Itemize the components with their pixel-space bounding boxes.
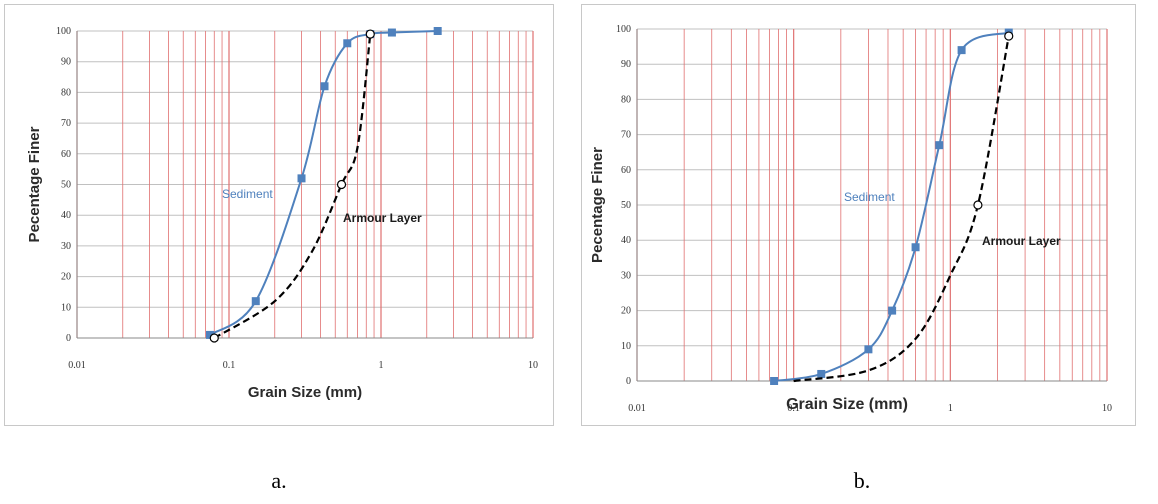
caption-b: b. — [853, 468, 871, 493]
y-tick-label: 40 — [61, 210, 71, 221]
x-tick-label: 10 — [1102, 403, 1112, 414]
y-axis-title: Pecentage Finer — [26, 126, 43, 242]
sediment-point — [206, 330, 215, 339]
y-tick-label: 30 — [621, 270, 631, 281]
chart-b-svg: 0 10 20 30 40 50 60 70 80 90 100 0.01 0.1 1 10 Grain Si… — [589, 24, 1112, 414]
y-tick-label: 50 — [621, 200, 631, 211]
armour-layer-line — [213, 33, 372, 339]
x-axis-title: Grain Size (mm) — [248, 384, 362, 401]
y-axis-title: Pecentage Finer — [589, 147, 606, 263]
sediment-line — [209, 30, 438, 336]
y-tick-label: 100 — [56, 26, 71, 37]
sediment-point — [911, 243, 920, 252]
y-tick-label: 20 — [61, 272, 71, 283]
armour-layer-point — [209, 333, 219, 343]
x-tick-label: 0.1 — [223, 360, 236, 371]
y-tick-label: 100 — [616, 24, 631, 35]
sediment-point — [433, 27, 442, 35]
sediment-series-label: Sediment — [222, 187, 273, 201]
y-tick-label: 90 — [621, 59, 631, 70]
x-tick-label: 0.01 — [68, 360, 86, 371]
y-tick-label: 10 — [621, 341, 631, 352]
y-tick-label: 0 — [626, 376, 631, 387]
armour-layer-point — [973, 200, 983, 210]
x-tick-label: 0.1 — [787, 403, 800, 414]
y-tick-label: 10 — [61, 302, 71, 313]
sediment-point — [251, 297, 260, 306]
armour-layer-point — [1004, 31, 1014, 41]
sediment-line — [773, 31, 1010, 382]
y-tick-label: 30 — [61, 241, 71, 252]
armour-series-label: Armour Layer — [343, 211, 422, 225]
x-tick-label: 10 — [528, 360, 538, 371]
y-tick-label: 70 — [621, 130, 631, 141]
grid — [636, 28, 1108, 382]
armour-series-label: Armour Layer — [982, 234, 1061, 248]
chart-panel-a: 0 10 20 30 40 50 60 70 80 90 100 0.01 0.1 1 10 Grain Si… — [4, 4, 554, 426]
sediment-point — [770, 377, 779, 385]
armour-layer-point — [365, 29, 375, 39]
y-tick-label: 80 — [621, 94, 631, 105]
y-tick-label: 80 — [61, 87, 71, 98]
y-tick-label: 20 — [621, 306, 631, 317]
sediment-point — [297, 174, 306, 183]
y-tick-label: 60 — [61, 149, 71, 160]
chart-a-svg: 0 10 20 30 40 50 60 70 80 90 100 0.01 0.1 1 10 Grain Si… — [26, 26, 538, 401]
y-tick-label: 40 — [621, 235, 631, 246]
y-tick-label: 60 — [621, 165, 631, 176]
grid — [76, 30, 534, 339]
y-tick-label: 70 — [61, 118, 71, 129]
x-tick-label: 1 — [948, 403, 953, 414]
sediment-point — [320, 82, 329, 91]
sediment-point — [957, 46, 966, 55]
sediment-point — [888, 306, 897, 315]
y-tick-label: 50 — [61, 180, 71, 191]
sediment-point — [864, 345, 873, 354]
armour-layer-point — [336, 179, 347, 190]
x-tick-label: 0.01 — [628, 403, 646, 414]
y-tick-label: 90 — [61, 57, 71, 68]
sediment-point — [343, 39, 352, 48]
sediment-point — [817, 369, 826, 378]
caption-a: a. — [271, 468, 287, 493]
armour-layer-line — [793, 35, 1010, 383]
chart-panel-b: 0 10 20 30 40 50 60 70 80 90 100 0.01 0.1 1 10 Grain Si… — [581, 4, 1136, 426]
x-axis-title: Grain Size (mm) — [786, 396, 908, 413]
sediment-point — [935, 141, 944, 150]
sediment-series-label: Sediment — [844, 190, 895, 204]
x-tick-label: 1 — [379, 360, 384, 371]
sediment-point — [387, 28, 396, 37]
y-tick-label: 0 — [66, 333, 71, 344]
